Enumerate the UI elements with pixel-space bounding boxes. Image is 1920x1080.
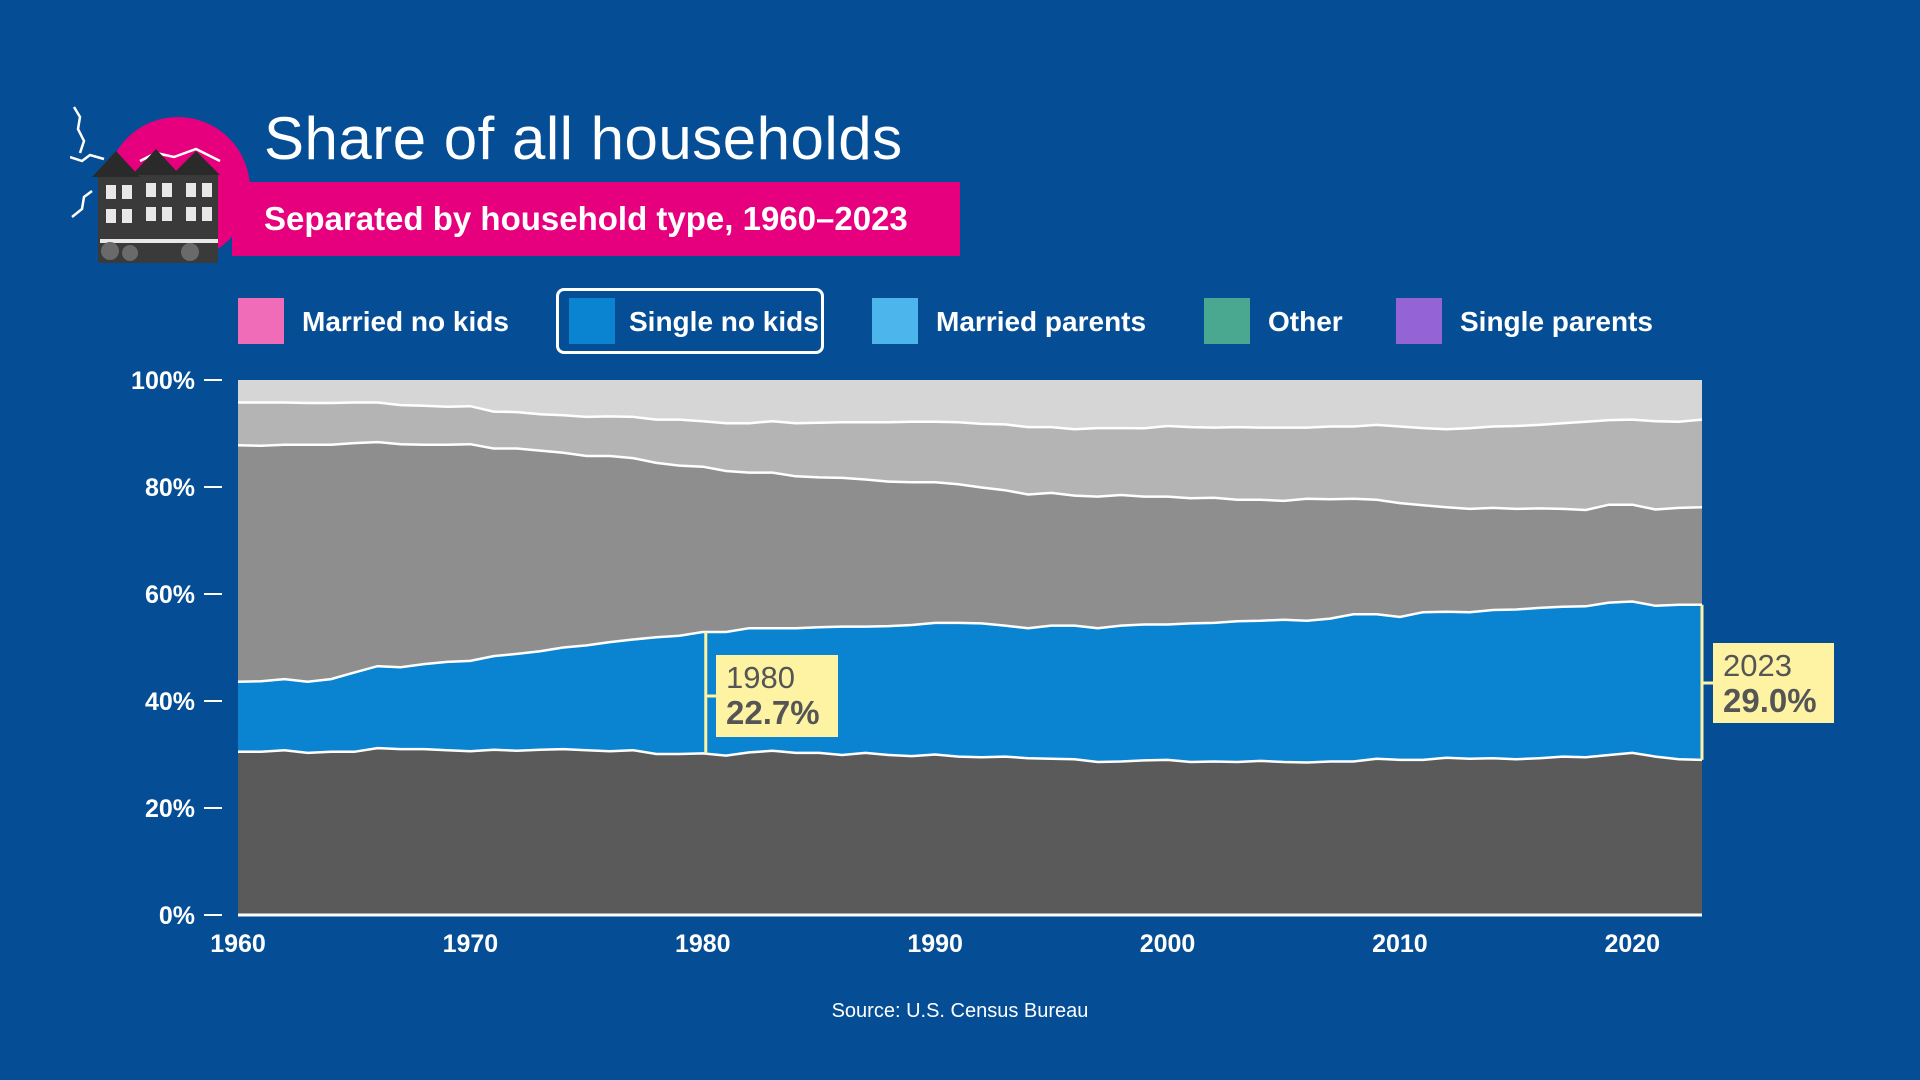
x-tick-label: 1980 bbox=[675, 930, 731, 958]
legend-item-single-no-kids[interactable]: Single no kids bbox=[556, 288, 824, 354]
legend-item-single-parents[interactable]: Single parents bbox=[1396, 288, 1666, 354]
legend-swatch-married-parents bbox=[872, 298, 918, 344]
subtitle-banner: Separated by household type, 1960–2023 bbox=[232, 182, 960, 256]
callout-2023: 2023 29.0% bbox=[1713, 643, 1834, 723]
boundary-line-married-no-kids bbox=[238, 746, 1703, 764]
source-note: Source: U.S. Census Bureau bbox=[831, 1000, 1089, 1022]
y-tick-label: 20% bbox=[145, 795, 195, 823]
legend-item-married-parents[interactable]: Married parents bbox=[872, 288, 1162, 354]
area-married-parents bbox=[238, 442, 1702, 682]
y-tick-label: 100% bbox=[131, 367, 195, 395]
x-tick-label: 2020 bbox=[1604, 930, 1660, 958]
callout-year: 2023 bbox=[1723, 648, 1792, 683]
callout-value: 22.7% bbox=[726, 694, 820, 731]
area-single-parents bbox=[238, 380, 1702, 430]
legend-label-married-no-kids: Married no kids bbox=[302, 306, 509, 337]
legend-label-single-no-kids: Single no kids bbox=[629, 306, 819, 337]
legend-label-other: Other bbox=[1268, 306, 1343, 337]
x-tick-label: 2010 bbox=[1372, 930, 1428, 958]
legend-label-married-parents: Married parents bbox=[936, 306, 1147, 337]
legend-swatch-single-parents bbox=[1396, 298, 1442, 344]
boundary-line-other bbox=[238, 401, 1703, 431]
area-single-no-kids bbox=[238, 601, 1702, 763]
y-tick-label: 0% bbox=[159, 902, 195, 930]
callout-1980: 1980 22.7% bbox=[716, 655, 838, 737]
y-tick-label: 60% bbox=[145, 581, 195, 609]
x-tick-label: 2000 bbox=[1140, 930, 1196, 958]
chart-title: Share of all households bbox=[264, 105, 903, 172]
boundary-line-married-parents bbox=[237, 440, 1703, 512]
area-married-no-kids bbox=[238, 748, 1702, 915]
houses-illustration bbox=[70, 106, 250, 263]
legend-item-married-no-kids[interactable]: Married no kids bbox=[238, 288, 518, 354]
boundary-line-single-no-kids bbox=[237, 600, 1702, 683]
callout-value: 29.0% bbox=[1723, 682, 1817, 719]
houses-icon bbox=[92, 149, 220, 263]
callout-year: 1980 bbox=[726, 660, 795, 695]
y-tick-label: 80% bbox=[145, 474, 195, 502]
legend-swatch-married-no-kids bbox=[238, 298, 284, 344]
legend-label-single-parents: Single parents bbox=[1460, 306, 1653, 337]
legend-item-other[interactable]: Other bbox=[1204, 288, 1354, 354]
legend-swatch-other bbox=[1204, 298, 1250, 344]
chart-subtitle: Separated by household type, 1960–2023 bbox=[264, 200, 908, 237]
x-tick-label: 1960 bbox=[210, 930, 266, 958]
x-tick-label: 1990 bbox=[907, 930, 963, 958]
legend-swatch-single-no-kids bbox=[569, 298, 615, 344]
y-tick-label: 40% bbox=[145, 688, 195, 716]
area-other bbox=[238, 402, 1702, 510]
x-tick-label: 1970 bbox=[443, 930, 499, 958]
